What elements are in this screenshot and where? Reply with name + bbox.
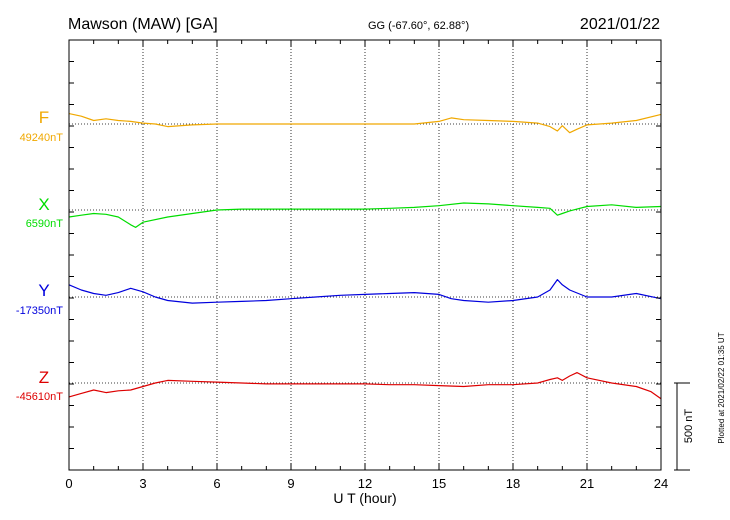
x-axis-label: U T (hour) <box>333 490 396 506</box>
series-name-Z: Z <box>39 368 49 387</box>
series-line-F <box>68 113 662 134</box>
x-tick-label-0: 0 <box>65 476 72 491</box>
series-line-X <box>68 202 662 228</box>
grid <box>142 40 588 470</box>
baseline-value-F: 49240nT <box>20 132 64 144</box>
baseline-value-Y: -17350nT <box>16 305 63 317</box>
x-tick-label-9: 9 <box>287 476 294 491</box>
x-tick-label-6: 6 <box>213 476 220 491</box>
x-tick-label-24: 24 <box>654 476 668 491</box>
station-coordinates: GG (-67.60°, 62.88°) <box>368 20 469 32</box>
series-name-Y: Y <box>38 281 49 300</box>
x-tick-label-3: 3 <box>139 476 146 491</box>
baseline-value-X: 6590nT <box>26 218 64 230</box>
plot-frame <box>68 39 662 471</box>
baseline-value-Z: -45610nT <box>16 391 63 403</box>
x-tick-label-18: 18 <box>506 476 520 491</box>
x-tick-label-21: 21 <box>580 476 594 491</box>
series-line-Z <box>68 372 662 400</box>
series-name-F: F <box>39 108 49 127</box>
series-name-X: X <box>38 195 49 214</box>
plotted-timestamp: Plotted at 2021/02/22 01:35 UT <box>717 332 726 443</box>
x-tick-label-15: 15 <box>432 476 446 491</box>
series-line-Y <box>68 279 662 304</box>
series-group: F 49240nT X 6590nT Y -17350nT Z -45610nT <box>16 108 662 403</box>
x-tick-label-12: 12 <box>358 476 372 491</box>
scale-bar-label: 500 nT <box>683 409 695 444</box>
x-axis: 0 3 6 9 12 15 18 21 24 <box>65 40 668 491</box>
chart-date: 2021/01/22 <box>580 16 660 33</box>
station-title: Mawson (MAW) [GA] <box>68 16 218 33</box>
